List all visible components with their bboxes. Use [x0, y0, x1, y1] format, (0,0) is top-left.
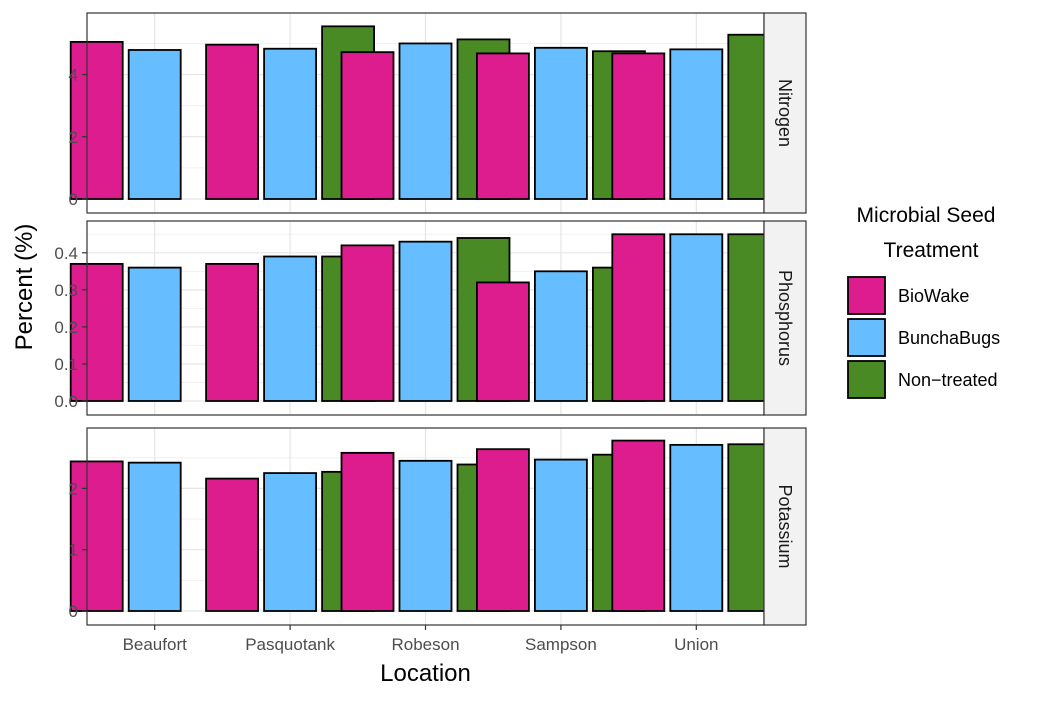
y-tick-label: 0.1: [54, 355, 78, 374]
y-tick-label: 0.2: [54, 318, 78, 337]
y-tick-label: 0.3: [54, 281, 78, 300]
bar-nitrogen-beaufort-biowake: [69, 40, 124, 200]
bar-phosphorus-sampson-biowake: [475, 281, 530, 402]
legend-label: BioWake: [898, 286, 969, 306]
facet-panel-phosphorus: 0.0 0.1 0.2 0.3 0.4 Phosphorus: [54, 220, 807, 416]
bar-phosphorus-pasquotank-biowake: [205, 263, 260, 402]
facet-strip-label: Potassium: [775, 484, 795, 568]
legend-title-line-1: Microbial Seed: [857, 204, 996, 227]
legend-item: Non−treated: [847, 360, 998, 399]
bar-potassium-sampson-biowake: [475, 448, 530, 612]
y-tick-label: 0.4: [54, 244, 78, 263]
bar-nitrogen-robeson-bunchabugs: [398, 42, 453, 200]
y-tick-label: 0: [69, 190, 78, 209]
y-tick-label: 0: [69, 602, 78, 621]
bar-potassium-union-biowake: [611, 439, 666, 612]
legend-label: BunchaBugs: [898, 328, 1000, 348]
y-axis-title: Percent (%): [11, 224, 38, 351]
bar-potassium-beaufort-biowake: [69, 460, 124, 612]
facet-strip: [763, 220, 807, 416]
y-tick-label: 2: [69, 479, 78, 498]
bar-nitrogen-pasquotank-bunchabugs: [263, 47, 318, 200]
x-tick-label: Sampson: [525, 635, 597, 654]
bar-potassium-union-bunchabugs: [669, 443, 724, 612]
bar-phosphorus-union-bunchabugs: [669, 233, 724, 402]
y-tick-label: 1: [69, 541, 78, 560]
x-tick-label: Union: [674, 635, 718, 654]
bar-nitrogen-union-bunchabugs: [669, 48, 724, 200]
legend-item: BunchaBugs: [847, 318, 1000, 357]
facet-panel-nitrogen: 0 2 4 Nitrogen: [69, 12, 807, 214]
facet-strip-label: Nitrogen: [775, 79, 795, 147]
bar-potassium-pasquotank-bunchabugs: [263, 472, 318, 612]
bar-nitrogen-union-biowake: [611, 52, 666, 200]
legend-key: [847, 276, 886, 315]
bar-nitrogen-sampson-bunchabugs: [534, 46, 588, 200]
bar-phosphorus-sampson-bunchabugs: [534, 270, 588, 402]
x-axis-title: Location: [380, 660, 471, 687]
bar-potassium-pasquotank-biowake: [205, 477, 260, 612]
facet-strip: [763, 12, 807, 214]
x-tick-label: Beaufort: [123, 635, 188, 654]
bar-phosphorus-beaufort-biowake: [69, 263, 124, 402]
bar-phosphorus-beaufort-bunchabugs: [127, 266, 182, 402]
bar-potassium-beaufort-bunchabugs: [127, 461, 182, 612]
bar-phosphorus-robeson-bunchabugs: [398, 240, 453, 402]
facet-strip: [763, 427, 807, 626]
legend-key: [847, 360, 886, 399]
bar-phosphorus-robeson-biowake: [340, 244, 395, 402]
x-tick-label: Pasquotank: [245, 635, 335, 654]
facet-panel-potassium: 0 1 2 Potassium: [69, 427, 807, 626]
y-tick-label: 2: [69, 128, 78, 147]
legend-title-line-2: Treatment: [884, 239, 979, 262]
bar-phosphorus-pasquotank-bunchabugs: [263, 255, 318, 402]
bar-phosphorus-union-biowake: [611, 233, 666, 402]
bar-nitrogen-robeson-biowake: [340, 51, 395, 200]
x-tick-label: Robeson: [391, 635, 459, 654]
legend-key: [847, 318, 886, 357]
y-tick-label: 4: [69, 66, 78, 85]
legend-label: Non−treated: [898, 370, 998, 390]
legend: Microbial Seed Treatment BioWake BunchaBugs…: [847, 204, 1000, 399]
bar-nitrogen-beaufort-bunchabugs: [127, 49, 182, 200]
bar-potassium-robeson-bunchabugs: [398, 459, 453, 612]
y-tick-label: 0.0: [54, 392, 78, 411]
facet-strip-label: Phosphorus: [775, 270, 795, 366]
bar-nitrogen-pasquotank-biowake: [205, 43, 260, 200]
legend-item: BioWake: [847, 276, 969, 315]
bar-nitrogen-sampson-biowake: [475, 52, 530, 200]
bar-potassium-robeson-biowake: [340, 451, 395, 612]
bar-potassium-sampson-bunchabugs: [534, 458, 588, 612]
